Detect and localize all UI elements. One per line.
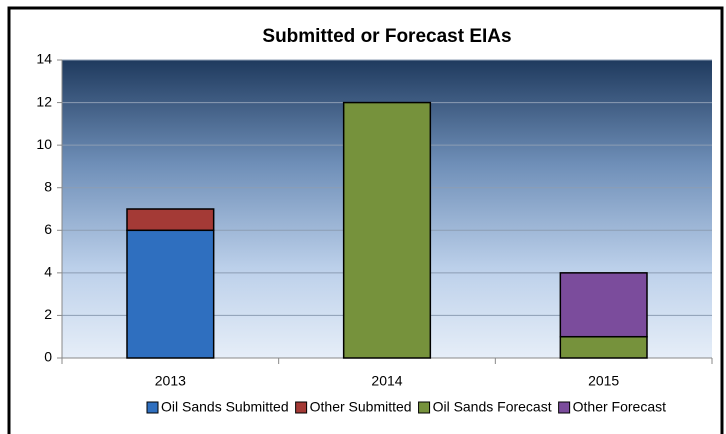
legend-label: Oil Sands Forecast — [433, 399, 552, 415]
bar-segment — [559, 335, 648, 359]
y-tick-label: 4 — [44, 264, 52, 280]
y-tick-label: 2 — [44, 306, 52, 322]
y-tick-label: 6 — [44, 221, 52, 237]
legend-swatch — [418, 401, 431, 414]
bar-segment — [342, 101, 432, 359]
x-tick-label: 2015 — [588, 373, 619, 389]
legend-swatch — [558, 401, 571, 414]
legend-label: Other Forecast — [573, 399, 666, 415]
y-tick-label: 0 — [44, 349, 52, 365]
y-tick-label: 8 — [44, 178, 52, 194]
bar-segment — [559, 272, 648, 338]
x-tick-label: 2013 — [155, 373, 186, 389]
y-tick-label: 10 — [36, 136, 52, 152]
y-tick-label: 12 — [36, 93, 52, 109]
x-tick-label: 2014 — [371, 373, 402, 389]
legend-label: Oil Sands Submitted — [161, 399, 289, 415]
legend-swatch — [146, 401, 159, 414]
bar-segment — [126, 229, 215, 359]
bar-segment — [126, 208, 215, 232]
legend-swatch — [295, 401, 308, 414]
chart-title: Submitted or Forecast EIAs — [262, 26, 511, 47]
y-tick-label: 14 — [36, 51, 52, 67]
legend-label: Other Submitted — [310, 399, 412, 415]
